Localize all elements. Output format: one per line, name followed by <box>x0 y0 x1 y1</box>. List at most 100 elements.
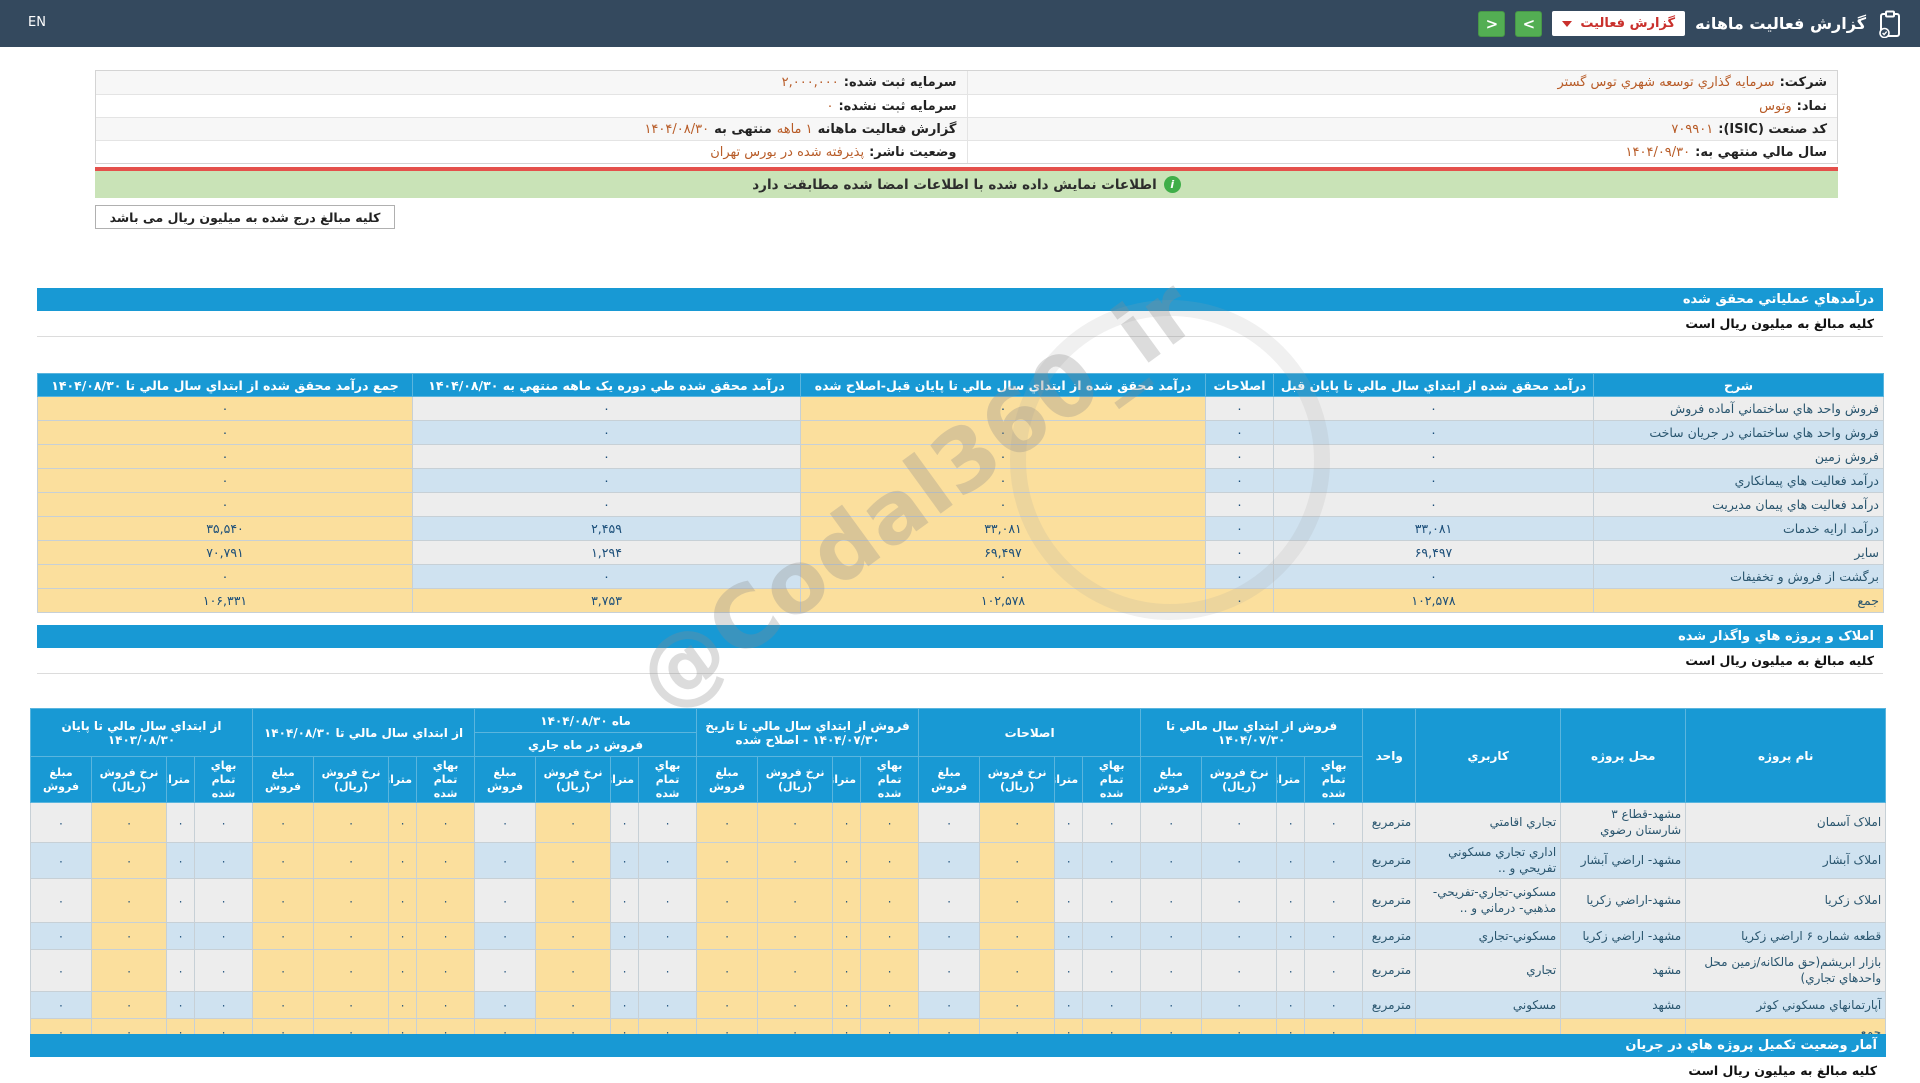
project-value-cell: ۰ <box>167 923 195 950</box>
projects-measure-header: نرخ فروش (ريال) <box>92 757 167 803</box>
project-value-cell: ۰ <box>980 803 1055 843</box>
issuer-status-value: پذيرفته شده در بورس تهران <box>710 145 864 160</box>
project-value-cell: ۰ <box>31 950 92 992</box>
projects-measure-header: متراژ <box>167 757 195 803</box>
project-value-cell: ۰ <box>861 992 919 1019</box>
project-value-cell: ۰ <box>697 843 758 879</box>
revenue-row-label: درآمد فعاليت هاي پيمانکاري <box>1594 469 1884 493</box>
table-row: بازار ابريشم(حق مالکانه/زمين محل واحدهاي… <box>31 950 1886 992</box>
projects-base-header: واحد <box>1363 709 1416 803</box>
project-value-cell: ۰ <box>861 803 919 843</box>
project-usage-cell: اداري تجاري مسکوني تفريحي و .. <box>1416 843 1561 879</box>
project-value-cell: ۰ <box>919 879 980 923</box>
project-value-cell: ۰ <box>475 803 536 843</box>
project-value-cell: ۰ <box>475 950 536 992</box>
projects-measure-header: بهاي تمام شده <box>195 757 253 803</box>
project-value-cell: ۰ <box>92 803 167 843</box>
projects-measure-header: مبلغ فروش <box>697 757 758 803</box>
issuer-status-cell: وضعيت ناشر: پذيرفته شده در بورس تهران <box>96 141 967 163</box>
project-value-cell: ۰ <box>1277 843 1305 879</box>
project-value-cell: ۰ <box>1277 923 1305 950</box>
projects-measure-header: نرخ فروش (ريال) <box>980 757 1055 803</box>
registered-capital-label: سرمايه ثبت شده: <box>844 75 957 90</box>
report-period-value: ۱ ماهه <box>777 122 813 137</box>
projects-measure-header: نرخ فروش (ريال) <box>1202 757 1277 803</box>
fiscal-year-value: ۱۴۰۴/۰۹/۳۰ <box>1626 145 1691 160</box>
project-value-cell: ۰ <box>92 843 167 879</box>
next-report-button[interactable]: > <box>1515 11 1542 37</box>
revenue-row-label: برگشت از فروش و تخفيفات <box>1594 565 1884 589</box>
project-value-cell: ۰ <box>861 843 919 879</box>
revenue-value-cell: ۰ <box>1274 421 1594 445</box>
revenue-value-cell: ۰ <box>38 469 413 493</box>
revenue-column-header: جمع درآمد محقق شده از ابتداي سال مالي تا… <box>38 374 413 397</box>
project-value-cell: ۰ <box>1055 950 1083 992</box>
project-value-cell: ۰ <box>639 879 697 923</box>
issuer-status-label: وضعيت ناشر: <box>869 145 956 160</box>
revenue-value-cell: ۳۳,۰۸۱ <box>1274 517 1594 541</box>
projects-group-subheader: فروش در ماه جاري <box>475 733 697 757</box>
projects-group-header: اصلاحات <box>919 709 1141 757</box>
signature-match-notice: i اطلاعات نمایش داده شده با اطلاعات امضا… <box>95 171 1838 198</box>
project-value-cell: ۰ <box>475 923 536 950</box>
revenue-row-label: فروش واحد هاي ساختماني آماده فروش <box>1594 397 1884 421</box>
fiscal-year-label: سال مالي منتهي به: <box>1695 145 1827 160</box>
company-label: شرکت: <box>1780 75 1827 90</box>
revenue-column-header: درآمد محقق شده از ابتداي سال مالي تا پاي… <box>1274 374 1594 397</box>
project-value-cell: ۰ <box>758 879 833 923</box>
project-value-cell: ۰ <box>195 843 253 879</box>
projects-measure-header: متراژ <box>1277 757 1305 803</box>
projects-measure-header: نرخ فروش (ريال) <box>758 757 833 803</box>
projects-measure-header: متراژ <box>611 757 639 803</box>
project-value-cell: ۰ <box>314 803 389 843</box>
projects-group-header: از ابتداي سال مالي تا پايان ۱۴۰۳/۰۸/۳۰ <box>31 709 253 757</box>
project-value-cell: ۰ <box>639 843 697 879</box>
isic-code-cell: کد صنعت (ISIC): ۷۰۹۹۰۱ <box>967 118 1838 140</box>
revenue-value-cell: ۰ <box>801 445 1206 469</box>
project-value-cell: ۰ <box>417 950 475 992</box>
project-location-cell: مشهد- اراضي آبشار <box>1561 843 1686 879</box>
project-value-cell: ۰ <box>1141 879 1202 923</box>
project-usage-cell: مسکوني-تجاري-تفريحي-مذهبي- درماني و .. <box>1416 879 1561 923</box>
fiscal-year-cell: سال مالي منتهي به: ۱۴۰۴/۰۹/۳۰ <box>967 141 1838 163</box>
project-value-cell: ۰ <box>195 992 253 1019</box>
revenue-value-cell: ۰ <box>38 565 413 589</box>
project-value-cell: ۰ <box>253 879 314 923</box>
project-value-cell: ۰ <box>195 950 253 992</box>
transferred-projects-table: نام پروژهمحل پروژهکاربريواحدفروش از ابتد… <box>30 708 1886 1046</box>
revenue-value-cell: ۰ <box>801 469 1206 493</box>
report-type-dropdown[interactable]: گزارش فعالیت <box>1552 11 1685 36</box>
projects-measure-header: مبلغ فروش <box>31 757 92 803</box>
projects-measure-header: مبلغ فروش <box>253 757 314 803</box>
project-value-cell: ۰ <box>980 950 1055 992</box>
project-value-cell: ۰ <box>1202 879 1277 923</box>
project-value-cell: ۰ <box>314 992 389 1019</box>
project-value-cell: ۰ <box>1083 843 1141 879</box>
project-name-cell: قطعه شماره ۶ اراضي زکريا <box>1686 923 1886 950</box>
revenue-value-cell: ۰ <box>1206 541 1274 565</box>
project-value-cell: ۰ <box>1202 843 1277 879</box>
project-value-cell: ۰ <box>919 803 980 843</box>
revenue-column-header: شرح <box>1594 374 1884 397</box>
project-value-cell: ۰ <box>1202 923 1277 950</box>
revenue-value-cell: ۰ <box>1206 397 1274 421</box>
language-switch-link[interactable]: EN <box>28 15 46 30</box>
table-row: قطعه شماره ۶ اراضي زکريامشهد- اراضي زکري… <box>31 923 1886 950</box>
revenue-value-cell: ۰ <box>1274 397 1594 421</box>
project-value-cell: ۰ <box>1305 950 1363 992</box>
revenue-row-label: درآمد فعاليت هاي پيمان مديريت <box>1594 493 1884 517</box>
symbol-cell: نماد: وتوس <box>967 95 1838 117</box>
project-name-cell: املاک زکريا <box>1686 879 1886 923</box>
projects-base-header: محل پروژه <box>1561 709 1686 803</box>
project-usage-cell: مسکوني-تجاري <box>1416 923 1561 950</box>
project-value-cell: ۰ <box>697 803 758 843</box>
project-value-cell: ۰ <box>167 992 195 1019</box>
previous-report-button[interactable]: < <box>1478 11 1505 37</box>
project-unit-cell: مترمربع <box>1363 923 1416 950</box>
project-location-cell: مشهد <box>1561 950 1686 992</box>
project-value-cell: ۰ <box>611 992 639 1019</box>
table-row: درآمد ارايه خدمات۳۳,۰۸۱۰۳۳,۰۸۱۲,۴۵۹۳۵,۵۴… <box>38 517 1884 541</box>
projects-base-header: کاربري <box>1416 709 1561 803</box>
project-value-cell: ۰ <box>536 879 611 923</box>
project-value-cell: ۰ <box>31 803 92 843</box>
